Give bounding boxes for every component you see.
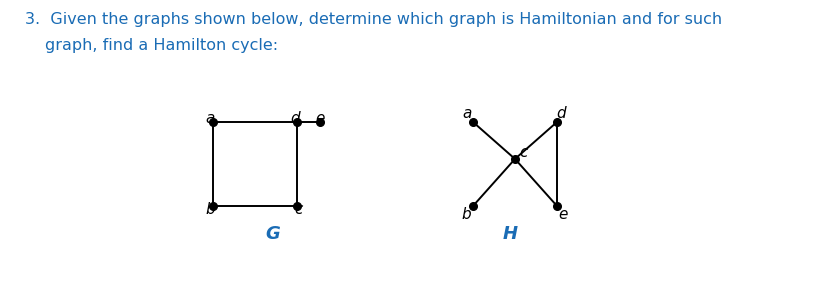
Text: a: a xyxy=(206,111,215,126)
Text: b: b xyxy=(462,207,472,222)
Text: d: d xyxy=(291,111,300,126)
Text: H: H xyxy=(502,225,518,243)
Text: 3.  Given the graphs shown below, determine which graph is Hamiltonian and for s: 3. Given the graphs shown below, determi… xyxy=(25,12,722,27)
Text: d: d xyxy=(556,106,565,121)
Text: b: b xyxy=(206,202,215,217)
Text: c: c xyxy=(294,202,302,217)
Text: e: e xyxy=(559,207,568,222)
Text: c: c xyxy=(519,145,528,160)
Text: a: a xyxy=(462,106,472,121)
Text: G: G xyxy=(266,225,280,243)
Text: graph, find a Hamilton cycle:: graph, find a Hamilton cycle: xyxy=(45,38,278,53)
Text: e: e xyxy=(315,111,324,126)
